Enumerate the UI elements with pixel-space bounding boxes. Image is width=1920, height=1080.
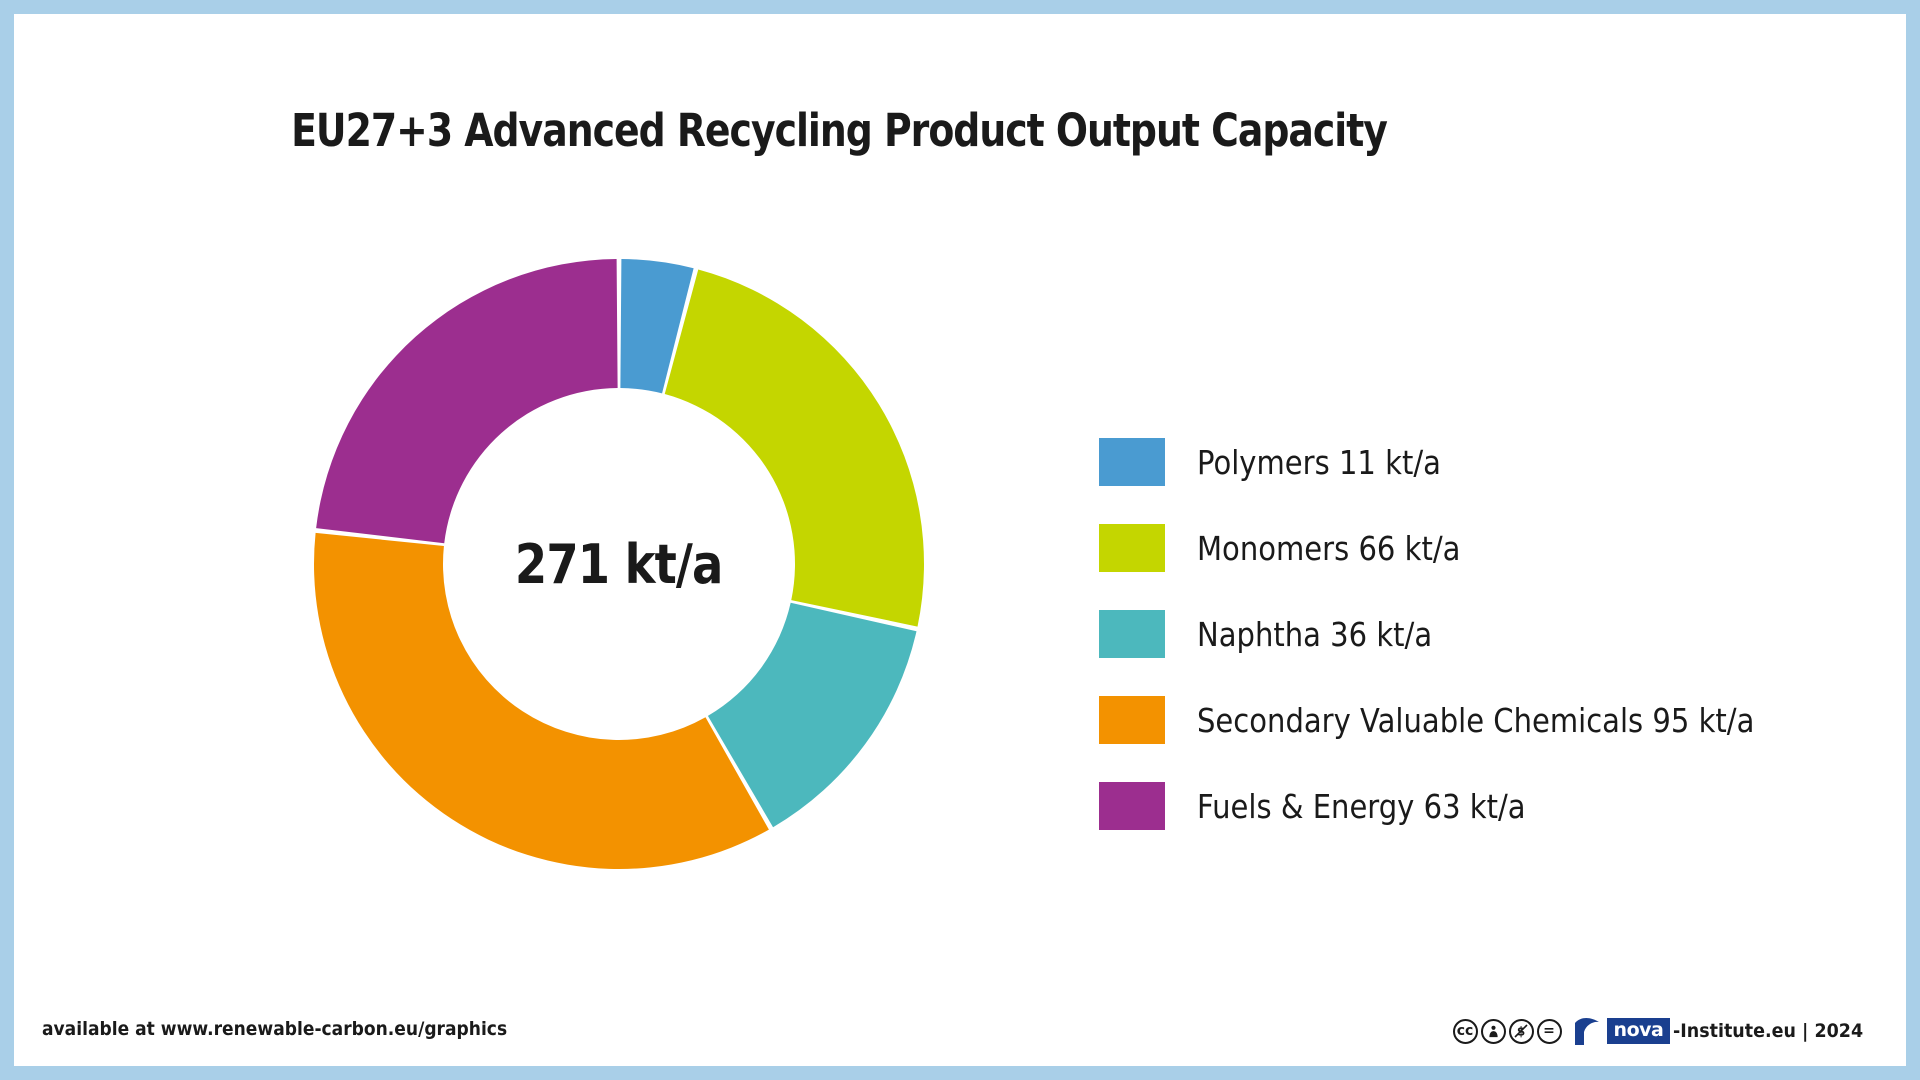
donut-slice[interactable] [620,259,694,394]
list-item[interactable]: Monomers 66 kt/a [1099,505,1859,591]
legend-swatch-monomers [1099,524,1165,572]
graphic-card: EU27+3 Advanced Recycling Product Output… [14,14,1906,1066]
list-item[interactable]: Polymers 11 kt/a [1099,419,1859,505]
footer-branding: cc $ = [1452,1016,1880,1046]
cc-by-person-icon [1480,1018,1506,1044]
chart-legend: Polymers 11 kt/a Monomers 66 kt/a Naphth… [1099,419,1859,849]
donut-chart: 271 kt/a [309,254,929,874]
legend-label-polymers: Polymers 11 kt/a [1197,442,1441,482]
cc-nodelivs-icon: = [1536,1018,1562,1044]
crossed-dollar-glyph: $ [1514,1024,1528,1038]
legend-label-secondary-valuable-chemicals: Secondary Valuable Chemicals 95 kt/a [1197,700,1755,740]
creative-commons-icons: cc $ = [1452,1018,1562,1044]
legend-label-fuels-energy: Fuels & Energy 63 kt/a [1197,786,1526,826]
nova-institute-logo[interactable]: nova -Institute.eu | 2024 [1573,1016,1880,1046]
legend-swatch-naphtha [1099,610,1165,658]
donut-slice-group [313,259,924,869]
list-item[interactable]: Fuels & Energy 63 kt/a [1099,763,1859,849]
cc-noncommercial-icon: $ [1508,1018,1534,1044]
legend-swatch-secondary-valuable-chemicals [1099,696,1165,744]
donut-slice[interactable] [313,532,769,869]
person-glyph [1488,1025,1498,1037]
list-item[interactable]: Secondary Valuable Chemicals 95 kt/a [1099,677,1859,763]
nova-suffix-text: -Institute.eu | 2024 [1673,1020,1864,1042]
list-item[interactable]: Naphtha 36 kt/a [1099,591,1859,677]
nova-wave-glyph [1574,1018,1599,1045]
donut-chart-svg [313,259,924,869]
donut-slice[interactable] [707,602,917,828]
legend-swatch-fuels-energy [1099,782,1165,830]
footer-attribution: available at www.renewable-carbon.eu/gra… [42,1018,508,1040]
cc-icon: cc [1452,1018,1478,1044]
donut-slice[interactable] [316,259,618,544]
nova-wordmark: nova [1606,1018,1671,1044]
legend-label-naphtha: Naphtha 36 kt/a [1197,614,1433,654]
nova-wave-icon [1573,1016,1607,1046]
page-title: EU27+3 Advanced Recycling Product Output… [291,104,1388,157]
legend-label-monomers: Monomers 66 kt/a [1197,528,1461,568]
legend-swatch-polymers [1099,438,1165,486]
donut-slice[interactable] [664,269,924,627]
